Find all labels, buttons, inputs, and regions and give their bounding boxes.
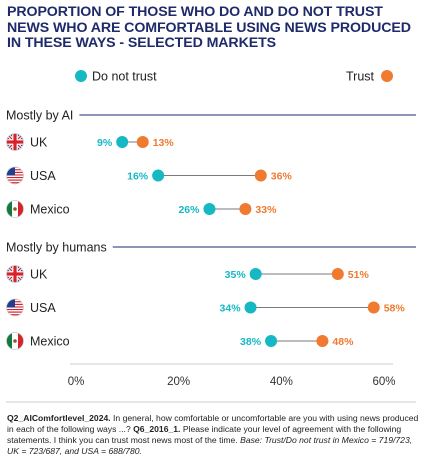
mexico-flag-icon bbox=[6, 200, 24, 218]
point-do-not-trust bbox=[116, 136, 129, 148]
point-trust bbox=[367, 301, 380, 314]
data-label-do-not-trust: 16% bbox=[127, 171, 149, 183]
market-label: USA bbox=[30, 301, 56, 315]
point-trust bbox=[331, 268, 344, 280]
market-label: Mexico bbox=[30, 334, 70, 348]
point-trust bbox=[239, 203, 252, 215]
point-do-not-trust bbox=[249, 268, 262, 280]
point-do-not-trust bbox=[203, 203, 216, 215]
market-label: Mexico bbox=[30, 202, 70, 216]
point-do-not-trust bbox=[152, 169, 165, 182]
market-label: UK bbox=[30, 267, 48, 281]
usa-flag-icon bbox=[6, 298, 24, 317]
x-tick-label: 0% bbox=[68, 376, 85, 388]
data-label-do-not-trust: 9% bbox=[97, 137, 113, 149]
legend-marker-trust bbox=[381, 70, 393, 82]
group-label: Mostly by AI bbox=[6, 109, 73, 123]
question-code: Q2_AIComfortlevel_2024. bbox=[7, 413, 111, 423]
base-text: Base: Trust/Do not trust in Mexico = 719… bbox=[7, 435, 413, 456]
data-label-do-not-trust: 35% bbox=[225, 269, 247, 281]
chart-notes: Q2_AIComfortlevel_2024. In general, how … bbox=[7, 413, 425, 457]
data-label-trust: 48% bbox=[332, 336, 354, 348]
point-trust bbox=[254, 169, 267, 182]
data-label-trust: 58% bbox=[384, 303, 406, 315]
data-label-trust: 13% bbox=[153, 137, 175, 149]
question6-code: Q6_2016_1. bbox=[133, 424, 181, 434]
data-label-trust: 51% bbox=[348, 269, 370, 281]
legend-marker-do-not-trust bbox=[75, 70, 87, 82]
uk-flag-icon bbox=[6, 265, 24, 283]
legend-label-do-not-trust: Do not trust bbox=[92, 70, 157, 84]
mexico-flag-icon bbox=[6, 332, 24, 350]
point-do-not-trust bbox=[244, 301, 257, 314]
data-label-trust: 36% bbox=[271, 171, 293, 183]
data-label-do-not-trust: 34% bbox=[220, 303, 242, 315]
dot-range-chart: Do not trust Trust Mostly by AI UK 9% 13% USA 1… bbox=[6, 70, 416, 403]
data-label-do-not-trust: 38% bbox=[240, 336, 262, 348]
point-trust bbox=[136, 136, 149, 148]
point-trust bbox=[316, 335, 329, 347]
market-label: USA bbox=[30, 169, 56, 183]
point-do-not-trust bbox=[265, 335, 278, 347]
x-tick-label: 60% bbox=[372, 376, 395, 388]
market-label: UK bbox=[30, 135, 48, 149]
x-tick-label: 40% bbox=[270, 376, 293, 388]
question-text: In general, how comfortable or uncomfort… bbox=[7, 413, 419, 434]
group-label: Mostly by humans bbox=[6, 241, 107, 255]
question6-text: Please indicate your level of agreement … bbox=[7, 424, 402, 445]
data-label-trust: 33% bbox=[255, 204, 277, 216]
x-tick-label: 20% bbox=[167, 376, 190, 388]
chart-title: PROPORTION OF THOSE WHO DO AND DO NOT TR… bbox=[7, 4, 411, 51]
data-label-do-not-trust: 26% bbox=[178, 204, 200, 216]
usa-flag-icon bbox=[6, 166, 24, 185]
legend-label-trust: Trust bbox=[346, 70, 375, 84]
uk-flag-icon bbox=[6, 133, 24, 151]
